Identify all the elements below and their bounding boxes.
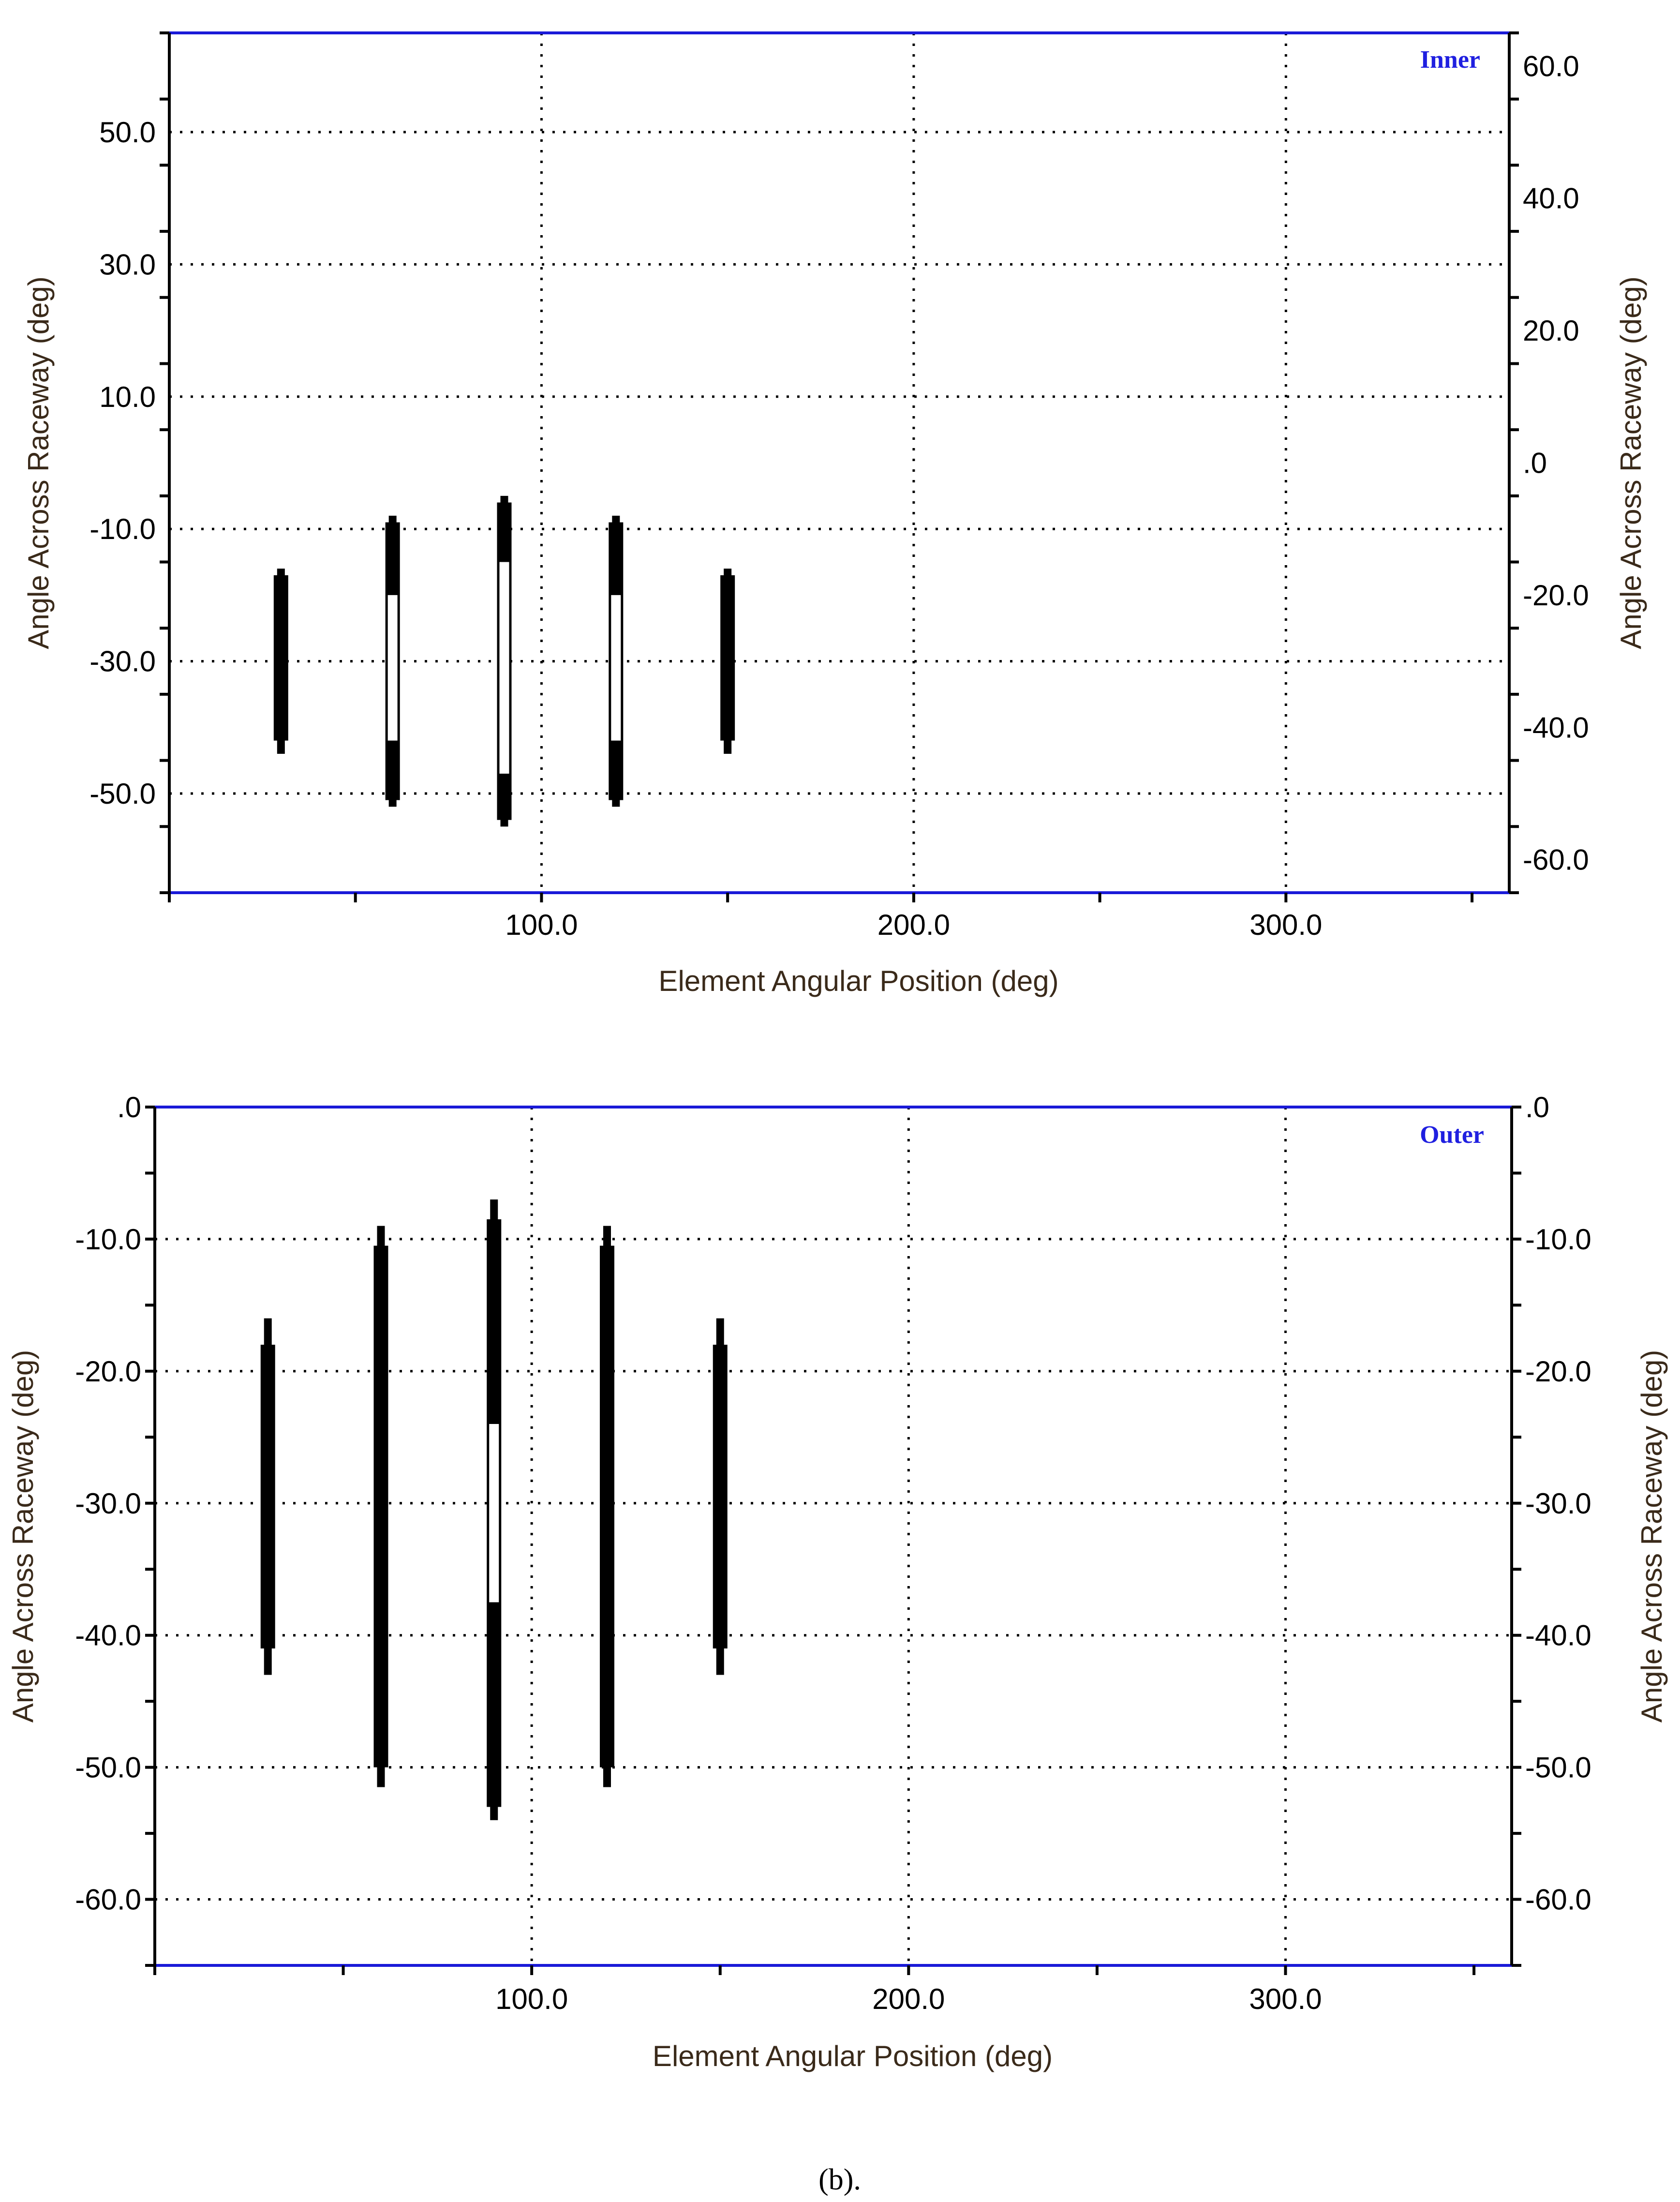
y-right-tick-label: -60.0 [1523, 844, 1589, 876]
x-tick-label: 100.0 [505, 909, 578, 941]
figure-caption: (b). [818, 2163, 861, 2196]
y-left-tick-label: .0 [117, 1091, 141, 1123]
x-tick-label: 300.0 [1249, 1983, 1322, 2015]
element-bar [373, 1226, 388, 1787]
y-right-tick-label: -60.0 [1525, 1884, 1591, 1916]
y-right-tick-label: .0 [1523, 447, 1547, 479]
element-bar [720, 569, 735, 754]
y-left-tick-label: -50.0 [75, 1752, 141, 1784]
y-axis-title-left: Angle Across Raceway (deg) [7, 1350, 39, 1723]
y-axis-title-left: Angle Across Raceway (deg) [22, 276, 55, 649]
element-bar [609, 515, 624, 807]
y-right-tick-label: 60.0 [1523, 50, 1579, 82]
y-right-tick-label: 40.0 [1523, 182, 1579, 215]
element-open-zone [489, 1424, 499, 1603]
y-left-tick-label: 30.0 [99, 248, 156, 281]
y-right-tick-label: -10.0 [1525, 1223, 1591, 1256]
y-left-tick-label: -10.0 [75, 1223, 141, 1256]
panel-label: Outer [1420, 1121, 1484, 1149]
element-bar [713, 1318, 728, 1675]
y-right-tick-label: -40.0 [1523, 711, 1589, 744]
element-core [720, 575, 735, 741]
element-bar [487, 1199, 502, 1820]
y-right-tick-label: -20.0 [1523, 579, 1589, 612]
element-core [373, 1245, 388, 1768]
y-axis-title-right: Angle Across Raceway (deg) [1615, 276, 1647, 649]
panel-label: Inner [1420, 46, 1480, 74]
x-tick-label: 100.0 [495, 1983, 568, 2015]
y-left-tick-label: -50.0 [89, 778, 156, 810]
element-core [260, 1345, 275, 1648]
y-right-tick-label: -40.0 [1525, 1619, 1591, 1652]
element-bar [385, 515, 400, 807]
y-right-tick-label: .0 [1525, 1091, 1549, 1123]
y-left-tick-label: -60.0 [75, 1884, 141, 1916]
y-right-tick-label: -30.0 [1525, 1487, 1591, 1520]
element-bar [497, 495, 512, 827]
element-core [600, 1245, 614, 1768]
y-left-tick-label: -30.0 [89, 645, 156, 678]
element-core [273, 575, 288, 741]
element-core [713, 1345, 728, 1648]
x-axis-title: Element Angular Position (deg) [658, 965, 1058, 997]
element-bar [273, 569, 288, 754]
y-right-tick-label: 20.0 [1523, 315, 1579, 347]
x-tick-label: 200.0 [872, 1983, 945, 2015]
y-axis-title-right: Angle Across Raceway (deg) [1635, 1350, 1668, 1723]
x-tick-label: 200.0 [877, 909, 950, 941]
x-tick-label: 300.0 [1249, 909, 1322, 941]
y-left-tick-label: 50.0 [99, 116, 156, 149]
y-right-tick-label: -50.0 [1525, 1752, 1591, 1784]
element-bar [600, 1226, 614, 1787]
y-left-tick-label: -20.0 [75, 1355, 141, 1388]
y-left-tick-label: 10.0 [99, 381, 156, 413]
y-left-tick-label: -40.0 [75, 1619, 141, 1652]
element-open-zone [611, 595, 621, 741]
chart-panel-outer: .0 -10.0 -20.0 -30.0 -40.0 -50.0 -60.0 .0 -10.0 -… [7, 1091, 1668, 2072]
element-bar [260, 1318, 275, 1675]
y-right-tick-label: -20.0 [1525, 1355, 1591, 1388]
element-open-zone [499, 562, 509, 774]
x-axis-title: Element Angular Position (deg) [653, 2040, 1053, 2072]
y-left-tick-label: -30.0 [75, 1487, 141, 1520]
y-left-tick-label: -10.0 [89, 513, 156, 545]
chart-panel-inner: 50.0 30.0 10.0 -10.0 -30.0 -50.0 60.0 40.0 20.0.… [22, 31, 1647, 997]
element-open-zone [387, 595, 398, 741]
